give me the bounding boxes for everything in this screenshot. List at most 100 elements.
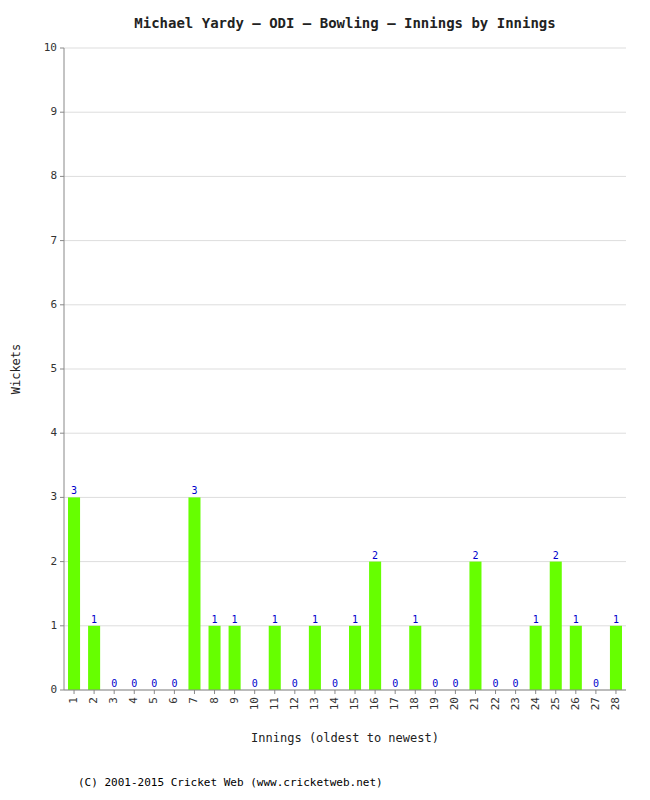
data-label: 0: [332, 678, 338, 689]
x-tick-label: 28: [609, 697, 622, 710]
x-tick-label: 17: [388, 697, 401, 710]
data-label: 0: [593, 678, 599, 689]
y-tick: [60, 497, 64, 498]
x-tick-label: 9: [228, 697, 241, 704]
y-grid: [64, 48, 626, 690]
data-label: 0: [452, 678, 458, 689]
x-tick-label: 24: [529, 697, 542, 711]
grid-line: [64, 433, 626, 434]
data-label: 0: [252, 678, 258, 689]
bar: [209, 626, 221, 690]
bar: [530, 626, 542, 690]
x-tick-label: 13: [308, 697, 321, 710]
y-tick-label: 1: [50, 619, 57, 632]
x-tick-label: 21: [468, 697, 481, 710]
x-tick-label: 12: [288, 697, 301, 710]
x-tick: [455, 690, 456, 694]
grid-line: [64, 369, 626, 370]
x-tick-label: 23: [509, 697, 522, 710]
data-label: 1: [91, 614, 97, 625]
x-tick: [74, 690, 75, 694]
bar: [409, 626, 421, 690]
chart-svg: 0123456789103100003110101012010020012101…: [0, 0, 650, 800]
bar: [68, 497, 80, 690]
x-tick-label: 20: [448, 697, 461, 710]
y-tick-label: 4: [50, 426, 57, 439]
data-label: 1: [573, 614, 579, 625]
data-label: 0: [513, 678, 519, 689]
y-axis-label: Wickets: [9, 344, 23, 395]
x-tick: [615, 690, 616, 694]
data-label: 0: [171, 678, 177, 689]
x-tick-label: 19: [428, 697, 441, 710]
x-tick: [254, 690, 255, 694]
bar: [229, 626, 241, 690]
x-tick: [555, 690, 556, 694]
y-tick: [60, 112, 64, 113]
data-label: 1: [212, 614, 218, 625]
grid-line: [64, 48, 626, 49]
x-tick-label: 15: [348, 697, 361, 710]
y-tick: [60, 240, 64, 241]
x-tick: [94, 690, 95, 694]
y-tick: [60, 561, 64, 562]
data-label: 2: [472, 550, 478, 561]
x-tick: [214, 690, 215, 694]
bar: [369, 562, 381, 690]
grid-line: [64, 304, 626, 305]
y-axis-line: [64, 48, 65, 690]
x-tick: [194, 690, 195, 694]
x-tick: [294, 690, 295, 694]
x-tick: [174, 690, 175, 694]
bar: [309, 626, 321, 690]
y-tick-label: 7: [50, 234, 57, 247]
x-tick-label: 26: [569, 697, 582, 710]
y-tick-label: 10: [44, 41, 57, 54]
data-label: 0: [493, 678, 499, 689]
title: Michael Yardy – ODI – Bowling – Innings …: [134, 15, 555, 31]
y-tick-label: 9: [50, 105, 57, 118]
x-tick-label: 5: [147, 697, 160, 704]
grid-line: [64, 497, 626, 498]
y-tick: [60, 48, 64, 49]
x-tick: [415, 690, 416, 694]
data-label: 2: [553, 550, 559, 561]
y-tick-label: 3: [50, 490, 57, 503]
x-tick: [314, 690, 315, 694]
bar: [88, 626, 100, 690]
x-tick: [395, 690, 396, 694]
y-tick-label: 8: [50, 169, 57, 182]
x-tick-label: 6: [167, 697, 180, 704]
y-tick: [60, 369, 64, 370]
x-tick: [114, 690, 115, 694]
y-tick: [60, 176, 64, 177]
data-label: 0: [392, 678, 398, 689]
bars: [68, 497, 622, 690]
x-tick: [355, 690, 356, 694]
x-tick: [274, 690, 275, 694]
bar: [188, 497, 200, 690]
x-tick-label: 8: [208, 697, 221, 704]
x-axis-label: Innings (oldest to newest): [251, 731, 439, 745]
bar: [550, 562, 562, 690]
data-label: 1: [533, 614, 539, 625]
y-tick: [60, 690, 64, 691]
y-tick-label: 6: [50, 298, 57, 311]
data-label: 1: [272, 614, 278, 625]
grid-line: [64, 240, 626, 241]
x-axis: 1234567891011121314151617181920212223242…: [67, 690, 622, 710]
x-tick: [134, 690, 135, 694]
data-label: 2: [372, 550, 378, 561]
y-tick: [60, 433, 64, 434]
x-tick: [535, 690, 536, 694]
x-tick-label: 10: [248, 697, 261, 710]
x-tick: [575, 690, 576, 694]
x-tick-label: 2: [87, 697, 100, 704]
grid-line: [64, 176, 626, 177]
x-tick-label: 3: [107, 697, 120, 704]
bar: [570, 626, 582, 690]
x-tick-label: 4: [127, 697, 140, 704]
data-label: 1: [412, 614, 418, 625]
x-tick: [515, 690, 516, 694]
x-tick: [475, 690, 476, 694]
